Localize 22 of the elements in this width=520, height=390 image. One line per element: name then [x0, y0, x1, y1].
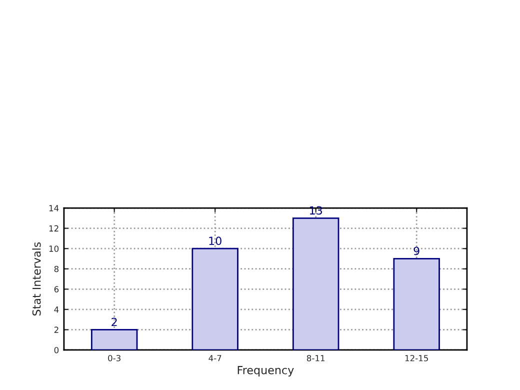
bar — [192, 248, 238, 350]
y-axis-title: Stat Intervals — [32, 242, 41, 316]
y-tick-label: 10 — [49, 246, 59, 252]
y-tick-label: 14 — [49, 205, 59, 212]
data-label: 2 — [112, 318, 117, 326]
bar — [292, 217, 340, 350]
bar — [393, 258, 440, 350]
y-tick-label: 12 — [49, 225, 58, 232]
y-tick-label: 6 — [54, 286, 59, 292]
x-tick-label: 8-11 — [306, 354, 325, 362]
data-label: 9 — [414, 246, 420, 256]
y-tick-label: 2 — [54, 326, 58, 333]
x-axis-title: Frequency — [238, 366, 294, 376]
data-label: 10 — [209, 236, 222, 246]
data-label: 13 — [310, 206, 322, 215]
y-tick-label: 8 — [54, 266, 59, 272]
x-tick-label: 0-3 — [108, 354, 120, 362]
x-tick-label: 12-15 — [405, 354, 428, 362]
x-tick-label: 4-7 — [208, 355, 222, 362]
bar — [90, 329, 138, 350]
y-tick-label: 0 — [54, 346, 59, 354]
y-tick-label: 4 — [54, 306, 59, 313]
